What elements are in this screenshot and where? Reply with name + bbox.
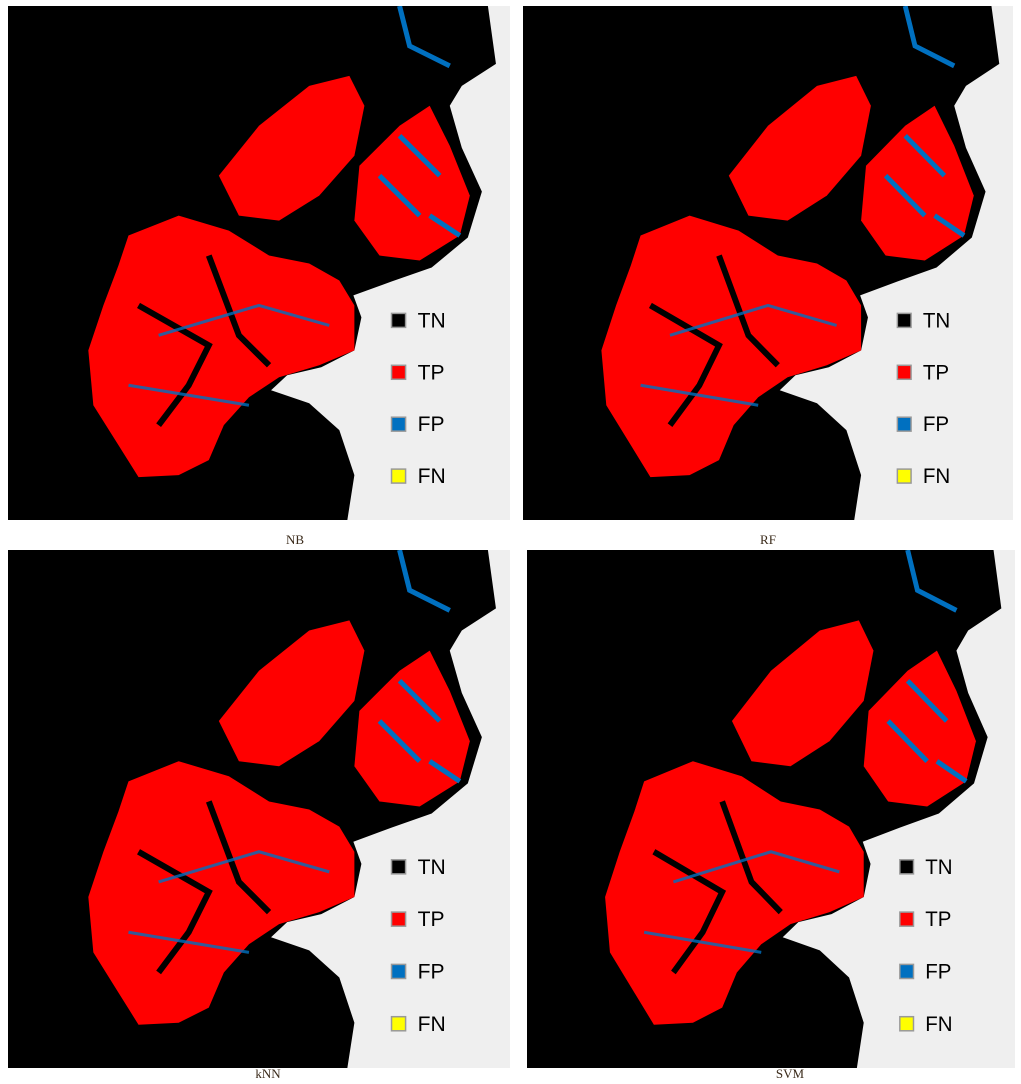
legend-swatch bbox=[392, 365, 406, 379]
legend-label: FP bbox=[418, 413, 445, 436]
legend-label: TP bbox=[418, 361, 445, 384]
legend-swatch bbox=[897, 469, 911, 483]
legend-swatch bbox=[392, 964, 406, 978]
legend-label: FN bbox=[418, 465, 446, 488]
classification-map bbox=[523, 6, 1013, 520]
figure: TN TP FP FN NB TN TP FP FN RF TN TP FP FN kNN TN TP FP FN S… bbox=[0, 0, 1021, 1084]
legend-swatch bbox=[392, 912, 406, 926]
legend-swatch bbox=[900, 964, 914, 978]
legend-label: FP bbox=[925, 960, 951, 983]
classification-map bbox=[527, 550, 1015, 1068]
legend-swatch bbox=[392, 417, 406, 431]
legend-label: FP bbox=[923, 413, 949, 436]
legend-swatch bbox=[900, 860, 914, 874]
map-panel: TN TP FP FN bbox=[8, 6, 510, 520]
legend-swatch bbox=[897, 365, 911, 379]
classification-map bbox=[8, 550, 510, 1068]
legend-label: TP bbox=[418, 908, 445, 931]
map-panel: TN TP FP FN bbox=[527, 550, 1015, 1068]
legend-label: TN bbox=[925, 856, 952, 879]
panel-caption: NB bbox=[286, 532, 304, 548]
legend-swatch bbox=[900, 912, 914, 926]
map-panel: TN TP FP FN bbox=[8, 550, 510, 1068]
legend-swatch bbox=[392, 469, 406, 483]
panel-caption: SVM bbox=[776, 1066, 804, 1082]
legend-swatch bbox=[897, 417, 911, 431]
legend-swatch bbox=[897, 313, 911, 327]
legend-label: TP bbox=[925, 908, 951, 931]
panel-caption: kNN bbox=[255, 1066, 280, 1082]
legend-label: TN bbox=[418, 309, 446, 332]
map-panel: TN TP FP FN bbox=[523, 6, 1013, 520]
legend-swatch bbox=[900, 1017, 914, 1031]
legend-swatch bbox=[392, 1017, 406, 1031]
legend-label: FN bbox=[418, 1013, 446, 1036]
legend-label: FN bbox=[923, 465, 950, 488]
legend-label: TN bbox=[923, 309, 950, 332]
classification-map bbox=[8, 6, 510, 520]
legend-swatch bbox=[392, 860, 406, 874]
legend-label: TN bbox=[418, 856, 446, 879]
legend-swatch bbox=[392, 313, 406, 327]
legend-label: FP bbox=[418, 960, 445, 983]
legend-label: FN bbox=[925, 1013, 952, 1036]
legend-label: TP bbox=[923, 361, 949, 384]
panel-caption: RF bbox=[760, 532, 776, 548]
